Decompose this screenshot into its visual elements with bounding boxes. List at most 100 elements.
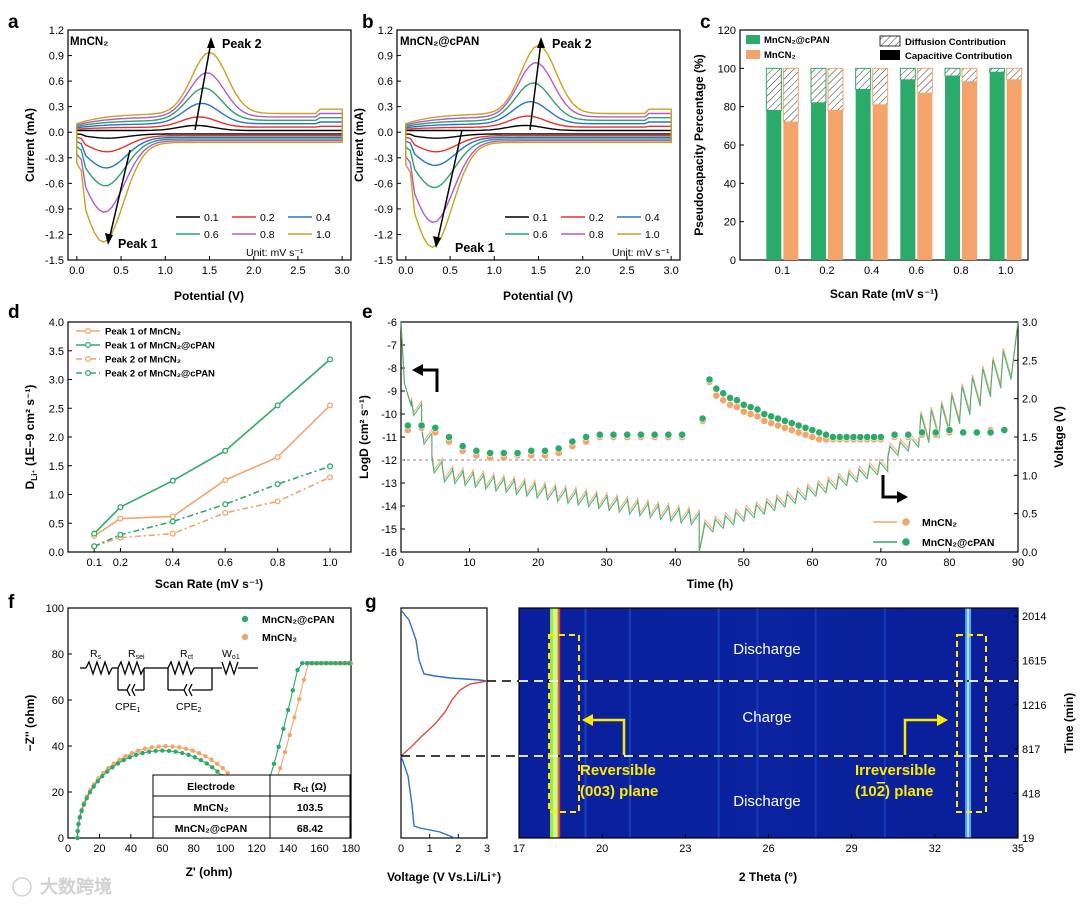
data-point [287, 732, 292, 738]
y-tick-label: -7 [387, 340, 397, 352]
bar-diffusion-hatch [1006, 67, 1023, 81]
x-axis-label: Potential (V) [503, 289, 573, 303]
data-point [801, 423, 810, 432]
x-tick-label: 20 [93, 843, 105, 855]
y-tick-label: 0.0 [378, 127, 393, 139]
data-point [295, 667, 300, 673]
data-point [918, 428, 926, 437]
data-point [276, 744, 281, 749]
data-point [146, 749, 152, 754]
watermark: 大数跨境 [12, 876, 112, 897]
data-point [582, 433, 590, 441]
data-point [209, 757, 214, 762]
data-point [609, 430, 618, 439]
legend-label: Capacitive Contribution [905, 51, 1012, 62]
y-tick-label: 3.5 [49, 346, 64, 358]
data-point [664, 430, 673, 439]
x-tick-label: 3.0 [664, 265, 679, 277]
y-tick-label: -1.2 [45, 229, 64, 241]
legend-label: Peak 1 of MnCN₂@cPAN [105, 341, 215, 352]
y-tick-label: -11 [382, 432, 397, 444]
y-right-tick-label: 1.5 [1022, 432, 1037, 444]
data-point [87, 790, 93, 795]
data-point [431, 423, 440, 432]
y-tick-label: -9 [387, 386, 397, 398]
bar-diffusion-hatch [961, 67, 978, 83]
data-point [342, 661, 347, 666]
bar [828, 110, 843, 260]
data-point [222, 501, 229, 508]
y-tick-label: -0.3 [45, 153, 64, 165]
legend-label: MnCN₂ [764, 50, 796, 61]
data-point [117, 515, 124, 522]
circuit-label: CPE1 [115, 701, 141, 714]
panel-letter-b: b [362, 12, 374, 33]
y-right-tick-label: 1.0 [1022, 470, 1037, 482]
y-axis-label: Pseudocapacity Percentage (%) [692, 54, 706, 235]
y-tick-label: 100 [46, 603, 64, 615]
y-tick-label: -14 [381, 501, 397, 513]
y-tick-label: 20 [724, 217, 736, 229]
data-point [794, 428, 803, 437]
x-tick-label: 60 [806, 557, 818, 569]
data-point [117, 504, 124, 511]
data-point [815, 428, 824, 437]
table-cell: MnCN₂@cPAN [175, 823, 247, 835]
circuit-label: CPE2 [176, 701, 202, 714]
data-point [76, 822, 81, 827]
y-tick-label: -0.6 [374, 178, 393, 190]
x-tick-label: 60 [156, 843, 168, 855]
cv-curve-1.0 [405, 44, 672, 249]
data-point [169, 530, 176, 537]
data-point [75, 835, 80, 841]
y-tick-label: 0.9 [378, 51, 393, 63]
legend-marker [241, 615, 249, 623]
x-tick-label: 0 [65, 843, 71, 855]
data-point [698, 414, 707, 423]
y-tick-label: 0.0 [49, 547, 64, 559]
x-tick-label: 17 [513, 843, 525, 855]
chart-title: MnCN₂ [70, 36, 108, 48]
data-point [127, 755, 133, 760]
data-point [91, 784, 96, 789]
data-point [541, 446, 549, 455]
data-point [733, 396, 741, 405]
table-cell: 103.5 [297, 802, 323, 814]
data-point [774, 421, 782, 430]
panel-letter-f: f [8, 592, 15, 613]
x-tick-label: 35 [1012, 843, 1024, 855]
right-axis-arrow [881, 475, 908, 503]
x-tick-label: 32 [929, 843, 941, 855]
bar [900, 79, 916, 260]
data-point [163, 744, 168, 749]
x-tick-label: 1.0 [158, 265, 173, 277]
legend: 0.1 0.2 0.4 0.6 0.8 1.0 [505, 212, 660, 241]
data-point [815, 435, 824, 444]
y-tick-label: 1.2 [378, 25, 393, 37]
data-point [115, 761, 121, 766]
data-point [285, 707, 291, 713]
peak2-arrow [529, 37, 545, 131]
data-point [169, 513, 176, 520]
table-cell: 68.42 [297, 823, 323, 835]
circuit-label: Rs [90, 648, 102, 661]
series-line [93, 476, 331, 548]
data-point [972, 428, 981, 437]
data-point [215, 761, 220, 766]
legend-label: Peak 2 of MnCN₂ [105, 355, 181, 366]
bar-diffusion-hatch [916, 67, 933, 94]
legend-label: 0.1 [533, 212, 548, 224]
data-point [133, 752, 139, 758]
x-tick-label: 0.4 [864, 265, 879, 277]
voltage-curve [400, 321, 1019, 553]
bar [811, 102, 826, 260]
legend-label: 0.8 [260, 229, 275, 241]
legend: MnCN₂@cPAN MnCN₂ Diffusion Contribution … [746, 35, 1012, 62]
data-point [222, 509, 229, 516]
table-header: Electrode [187, 781, 235, 793]
legend: 0.1 0.2 0.4 0.6 0.8 1.0 [176, 212, 331, 241]
data-point [801, 430, 810, 439]
x-tick-label: 1.5 [202, 265, 217, 277]
y-axis-label: −Z'' (ohm) [23, 695, 37, 752]
data-point [281, 726, 286, 731]
